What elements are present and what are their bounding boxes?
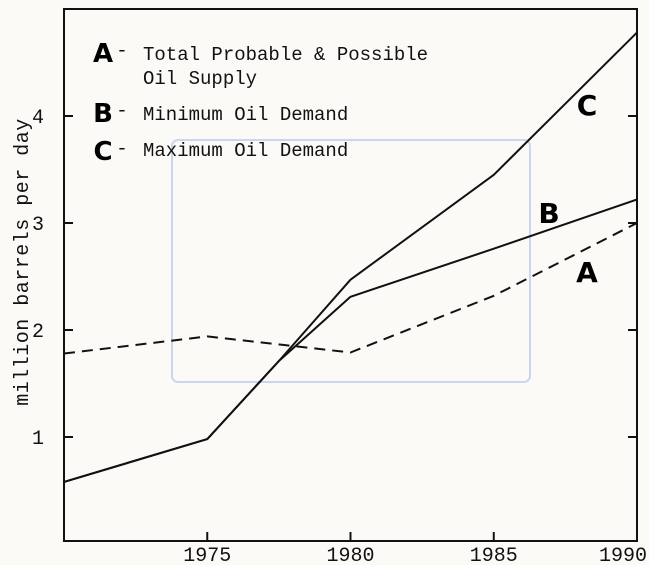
- legend-dash: -: [116, 100, 127, 122]
- series-c-label: C: [577, 89, 598, 122]
- legend-dash: -: [116, 40, 127, 62]
- y-tick-label: 1: [32, 428, 44, 451]
- x-tick-label: 1990: [599, 545, 647, 565]
- y-axis: 1 2 3 4: [32, 107, 637, 451]
- x-axis: 1975 1980 1985 1990: [183, 532, 647, 565]
- legend-text: Total Probable & Possible: [143, 44, 428, 66]
- x-tick-label: 1980: [326, 545, 374, 565]
- legend-text: Minimum Oil Demand: [143, 104, 348, 126]
- legend-text: Oil Supply: [143, 68, 257, 90]
- y-axis-label: million barrels per day: [12, 118, 35, 406]
- legend-text: Maximum Oil Demand: [143, 140, 348, 162]
- y-tick-label: 2: [32, 321, 44, 344]
- series-b-label: B: [538, 197, 559, 230]
- series-layer: ABC: [63, 31, 638, 483]
- series-b-line: [63, 198, 638, 483]
- x-tick-label: 1975: [183, 545, 231, 565]
- series-a-line: [63, 222, 638, 355]
- legend-dash: -: [116, 138, 127, 160]
- background-stamp: [171, 139, 531, 383]
- series-a-label: A: [576, 256, 598, 289]
- y-tick-label: 3: [32, 214, 44, 237]
- y-tick-label: 4: [32, 107, 44, 130]
- legend-letter: B: [93, 99, 113, 129]
- legend-letter: C: [93, 137, 112, 167]
- series-c-line: [63, 31, 638, 483]
- legend-entry-c: C - Maximum Oil Demand: [93, 137, 348, 167]
- x-tick-label: 1985: [470, 545, 518, 565]
- legend-entry-b: B - Minimum Oil Demand: [93, 99, 348, 129]
- legend-letter: A: [93, 39, 113, 69]
